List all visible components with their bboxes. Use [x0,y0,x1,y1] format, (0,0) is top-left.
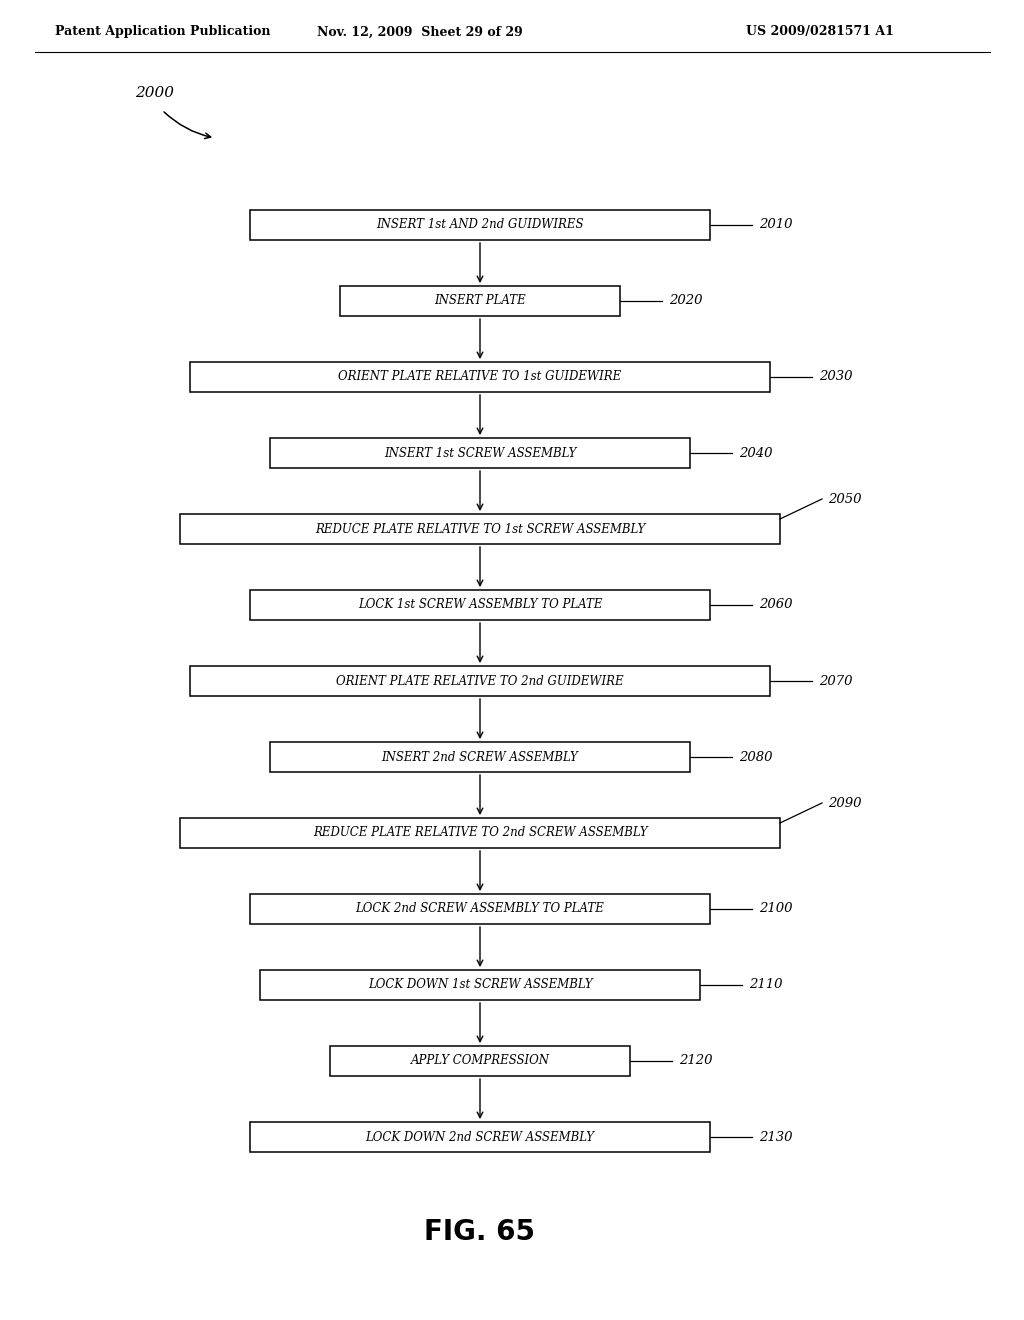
FancyBboxPatch shape [250,210,710,240]
Text: ORIENT PLATE RELATIVE TO 2nd GUIDEWIRE: ORIENT PLATE RELATIVE TO 2nd GUIDEWIRE [336,675,624,688]
Text: 2030: 2030 [819,371,853,384]
Text: LOCK 1st SCREW ASSEMBLY TO PLATE: LOCK 1st SCREW ASSEMBLY TO PLATE [357,598,602,611]
FancyBboxPatch shape [250,894,710,924]
Text: 2090: 2090 [828,796,861,809]
Text: 2060: 2060 [759,598,793,611]
Text: 2010: 2010 [759,219,793,231]
Text: 2130: 2130 [759,1130,793,1143]
FancyBboxPatch shape [270,438,690,469]
Text: APPLY COMPRESSION: APPLY COMPRESSION [411,1055,550,1068]
Text: US 2009/0281571 A1: US 2009/0281571 A1 [746,25,894,38]
Text: 2000: 2000 [135,86,174,100]
Text: INSERT 2nd SCREW ASSEMBLY: INSERT 2nd SCREW ASSEMBLY [382,751,579,763]
FancyBboxPatch shape [330,1045,630,1076]
Text: ORIENT PLATE RELATIVE TO 1st GUIDEWIRE: ORIENT PLATE RELATIVE TO 1st GUIDEWIRE [338,371,622,384]
Text: INSERT 1st SCREW ASSEMBLY: INSERT 1st SCREW ASSEMBLY [384,446,577,459]
Text: 2080: 2080 [739,751,772,763]
Text: REDUCE PLATE RELATIVE TO 1st SCREW ASSEMBLY: REDUCE PLATE RELATIVE TO 1st SCREW ASSEM… [314,523,645,536]
FancyBboxPatch shape [190,362,770,392]
Text: REDUCE PLATE RELATIVE TO 2nd SCREW ASSEMBLY: REDUCE PLATE RELATIVE TO 2nd SCREW ASSEM… [312,826,647,840]
FancyBboxPatch shape [250,590,710,620]
Text: INSERT PLATE: INSERT PLATE [434,294,526,308]
FancyBboxPatch shape [250,1122,710,1152]
Text: 2040: 2040 [739,446,772,459]
Text: 2050: 2050 [828,492,861,506]
FancyBboxPatch shape [340,286,620,315]
Text: 2110: 2110 [749,978,782,991]
FancyBboxPatch shape [180,818,780,847]
FancyBboxPatch shape [180,513,780,544]
FancyBboxPatch shape [190,667,770,696]
Text: LOCK DOWN 1st SCREW ASSEMBLY: LOCK DOWN 1st SCREW ASSEMBLY [368,978,592,991]
Text: Patent Application Publication: Patent Application Publication [55,25,270,38]
Text: LOCK DOWN 2nd SCREW ASSEMBLY: LOCK DOWN 2nd SCREW ASSEMBLY [366,1130,595,1143]
Text: Nov. 12, 2009  Sheet 29 of 29: Nov. 12, 2009 Sheet 29 of 29 [317,25,523,38]
FancyBboxPatch shape [270,742,690,772]
Text: LOCK 2nd SCREW ASSEMBLY TO PLATE: LOCK 2nd SCREW ASSEMBLY TO PLATE [355,903,604,916]
FancyBboxPatch shape [260,970,700,1001]
Text: FIG. 65: FIG. 65 [425,1218,536,1246]
Text: 2020: 2020 [669,294,702,308]
Text: 2070: 2070 [819,675,853,688]
Text: 2100: 2100 [759,903,793,916]
Text: 2120: 2120 [679,1055,713,1068]
Text: INSERT 1st AND 2nd GUIDWIRES: INSERT 1st AND 2nd GUIDWIRES [376,219,584,231]
